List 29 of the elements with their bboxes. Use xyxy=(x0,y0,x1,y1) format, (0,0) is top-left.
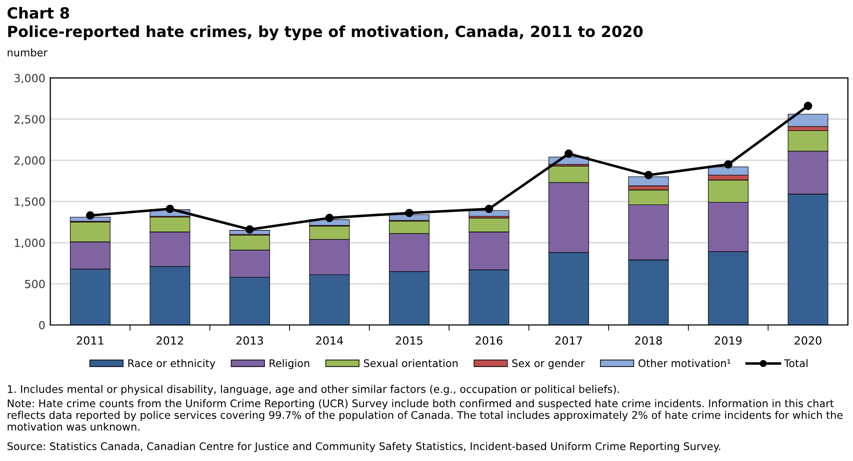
y-tick-label: 2,500 xyxy=(14,115,45,125)
chart-subtitle: Police-reported hate crimes, by type of motivation, Canada, 2011 to 2020 xyxy=(8,25,643,40)
text: Note: Hate crime counts from the Uniform Crime Reporting (UCR) Survey include both confirmed and suspected hate crime incidents. Information in this chart reflects data reported by police services covering 99.7% of the population of Canada. The total includes approximately 2% of hate crime incidents for which the motivation was unknown. xyxy=(8,399,843,431)
x-tick-label: 2013 xyxy=(236,336,263,345)
y-tick-label: 500 xyxy=(25,280,45,288)
x-tick-label: 2020 xyxy=(794,336,822,345)
x-tick-label: 2017 xyxy=(555,336,582,345)
y-tick-label: 3,000 xyxy=(14,74,45,84)
y-tick-label: 0 xyxy=(39,320,45,330)
x-tick-label: 2015 xyxy=(396,336,422,345)
x-tick-label: 2012 xyxy=(156,336,183,345)
x-tick-label: 2011 xyxy=(76,336,104,345)
x-tick-label: 2018 xyxy=(635,336,662,345)
chart-title: Chart 8 xyxy=(8,6,70,19)
y-tick-label: 1,500 xyxy=(14,197,45,207)
y-tick-label: 2,000 xyxy=(14,156,45,166)
y-tick-label: 1,000 xyxy=(14,238,45,248)
legend-label: Other motivation¹ xyxy=(638,359,730,368)
x-tick-label: 2016 xyxy=(476,336,502,345)
y-axis-title: number xyxy=(8,48,48,56)
source-note: Source: Statistics Canada, Canadian Centre for Justice and Community Safety Statistics, Incident-based Uniform Crime Reporting Survey. xyxy=(8,442,720,452)
legend-label: Sex or gender xyxy=(512,359,585,370)
legend-label: Sexual orientation xyxy=(364,359,458,368)
x-tick-label: 2014 xyxy=(316,336,343,345)
legend-label: Total xyxy=(784,359,808,368)
x-tick-label: 2019 xyxy=(714,336,742,345)
text: 1. Includes mental or physical disability, language, age and other similar factors (e.g., occupation or political beliefs). xyxy=(8,384,619,396)
legend-label: Religion xyxy=(270,359,310,370)
legend-label: Race or ethnicity xyxy=(128,359,216,370)
